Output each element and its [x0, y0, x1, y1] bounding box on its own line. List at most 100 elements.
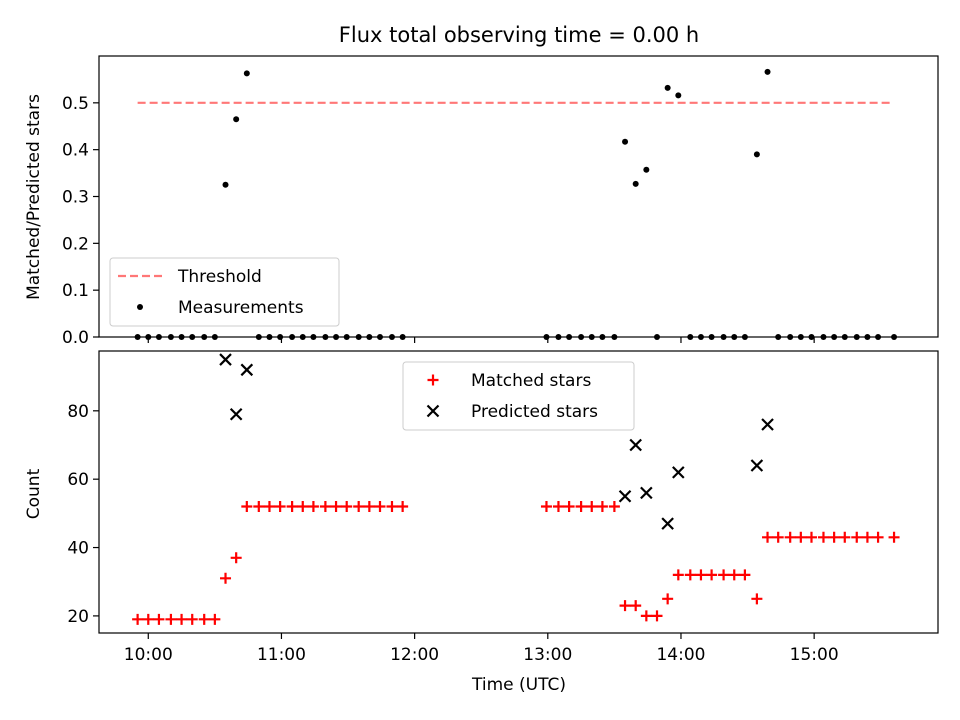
- measurement-point: [222, 181, 229, 188]
- matched-stars-point: [241, 501, 253, 513]
- y-tick-label: 0.5: [62, 94, 89, 114]
- predicted-stars-point: [672, 466, 685, 479]
- measurement-point: [643, 166, 650, 173]
- y-tick-label: 20: [67, 607, 89, 627]
- matched-stars-point: [706, 569, 718, 581]
- matched-stars-point: [784, 531, 796, 543]
- matched-stars-point: [397, 501, 409, 513]
- matched-stars-point: [586, 501, 598, 513]
- matched-stars-point: [575, 501, 587, 513]
- legend-frame: [109, 257, 340, 327]
- chart-title: Flux total observing time = 0.00 h: [339, 23, 699, 47]
- ratio-panel: 0.0 0.1 0.2 0.3 0.4 0.5 Threshold Measurements: [62, 55, 939, 348]
- matched-stars-point: [198, 613, 210, 625]
- matched-stars-point: [672, 569, 684, 581]
- top-y-axis-label: Matched/Predicted stars: [24, 94, 44, 300]
- legend-marker: [427, 374, 439, 386]
- matched-stars-point: [132, 613, 144, 625]
- matched-stars-point: [608, 501, 620, 513]
- matched-stars-point: [386, 501, 398, 513]
- matched-stars-point: [286, 501, 298, 513]
- matched-stars-point: [220, 572, 232, 584]
- matched-stars-point: [186, 613, 198, 625]
- x-tick-label: 13:00: [523, 645, 572, 665]
- plot-frame: [98, 350, 939, 634]
- matched-stars-point: [861, 531, 873, 543]
- matched-stars-point: [230, 552, 242, 564]
- x-tick-label: 15:00: [790, 645, 839, 665]
- matched-stars-point: [563, 501, 575, 513]
- legend-label: Matched stars: [471, 371, 591, 391]
- legend-label: Measurements: [178, 298, 304, 318]
- measurement-point: [753, 151, 760, 158]
- y-tick-label: 60: [67, 470, 89, 490]
- measurement-point: [675, 92, 682, 99]
- y-tick-label: 0.3: [62, 188, 89, 208]
- matched-stars-point: [651, 610, 663, 622]
- legend-frame: [402, 361, 635, 431]
- matched-stars-point: [176, 613, 188, 625]
- matched-stars-point: [540, 501, 552, 513]
- predicted-stars-point: [240, 363, 254, 377]
- x-tick-label: 14:00: [656, 645, 705, 665]
- x-axis-label: Time (UTC): [471, 675, 566, 695]
- matched-stars-point: [888, 531, 900, 543]
- matched-stars-point: [751, 593, 763, 605]
- measurement-point: [664, 84, 671, 91]
- predicted-stars-point: [219, 353, 232, 366]
- legend-label: Predicted stars: [471, 402, 598, 422]
- matched-stars-point: [274, 501, 286, 513]
- count-panel: 20 40 60 80 10:00 11:00 12:00 13:00 14:00 15:00 Ma…: [67, 350, 939, 665]
- predicted-stars-point: [640, 486, 653, 500]
- matched-stars-point: [552, 501, 564, 513]
- matched-stars-point: [695, 569, 707, 581]
- matched-stars-point: [772, 531, 784, 543]
- plot-frame: [98, 55, 939, 338]
- matched-stars-point: [142, 613, 154, 625]
- matched-stars-point: [718, 569, 730, 581]
- matched-stars-point: [363, 501, 375, 513]
- matched-stars-point: [153, 613, 165, 625]
- matched-stars-point: [739, 569, 751, 581]
- matched-stars-point: [640, 610, 652, 622]
- matched-stars-point: [165, 613, 177, 625]
- y-tick-label: 0.0: [62, 328, 89, 348]
- y-tick-label: 0.1: [62, 281, 89, 301]
- measurement-point: [632, 180, 639, 187]
- y-tick-label: 80: [67, 402, 89, 422]
- y-tick-label: 0.4: [62, 141, 89, 161]
- matched-stars-point: [353, 501, 365, 513]
- matched-stars-point: [253, 501, 265, 513]
- matched-stars-point: [795, 531, 807, 543]
- matched-stars-point: [319, 501, 331, 513]
- predicted-stars-point: [750, 459, 764, 472]
- legend-label: Threshold: [177, 267, 262, 287]
- legend-marker: [426, 404, 440, 418]
- matched-stars-point: [662, 593, 674, 605]
- measurement-point: [622, 138, 629, 145]
- matched-stars-point: [630, 600, 642, 612]
- x-tick-label: 11:00: [257, 645, 306, 665]
- matched-stars-point: [297, 501, 309, 513]
- matched-stars-point: [596, 501, 608, 513]
- predicted-stars-point: [761, 418, 774, 431]
- matched-stars-point: [851, 531, 863, 543]
- matched-stars-point: [762, 531, 774, 543]
- legend-marker: [137, 304, 143, 310]
- matched-stars-point: [307, 501, 319, 513]
- predicted-stars-point: [661, 517, 674, 530]
- measurement-point: [764, 68, 771, 75]
- matched-stars-point: [817, 531, 829, 543]
- matched-stars-point: [728, 569, 740, 581]
- matched-stars-point: [872, 531, 884, 543]
- matched-stars-point: [330, 501, 342, 513]
- matched-stars-point: [209, 613, 221, 625]
- predicted-stars-point: [229, 407, 243, 421]
- y-tick-label: 0.2: [62, 234, 89, 254]
- matched-stars-point: [805, 531, 817, 543]
- x-tick-label: 10:00: [124, 645, 173, 665]
- matched-stars-point: [828, 531, 840, 543]
- predicted-stars-point: [629, 438, 642, 452]
- legend: Matched stars Predicted stars: [402, 361, 635, 431]
